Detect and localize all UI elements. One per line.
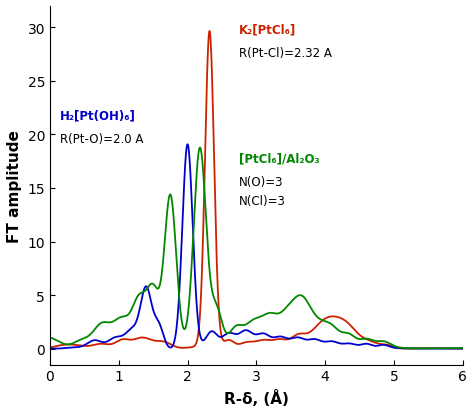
- X-axis label: R-δ, (Å): R-δ, (Å): [224, 389, 289, 406]
- Text: H₂[Pt(OH)₆]: H₂[Pt(OH)₆]: [60, 109, 136, 122]
- Text: R(Pt-O)=2.0 A: R(Pt-O)=2.0 A: [60, 133, 144, 145]
- Text: [PtCl₆]/Al₂O₃: [PtCl₆]/Al₂O₃: [239, 152, 320, 165]
- Y-axis label: FT amplitude: FT amplitude: [7, 130, 22, 242]
- Text: N(O)=3: N(O)=3: [239, 176, 283, 188]
- Text: K₂[PtCl₆]: K₂[PtCl₆]: [239, 24, 296, 37]
- Text: R(Pt-Cl)=2.32 A: R(Pt-Cl)=2.32 A: [239, 47, 332, 60]
- Text: N(Cl)=3: N(Cl)=3: [239, 195, 286, 207]
